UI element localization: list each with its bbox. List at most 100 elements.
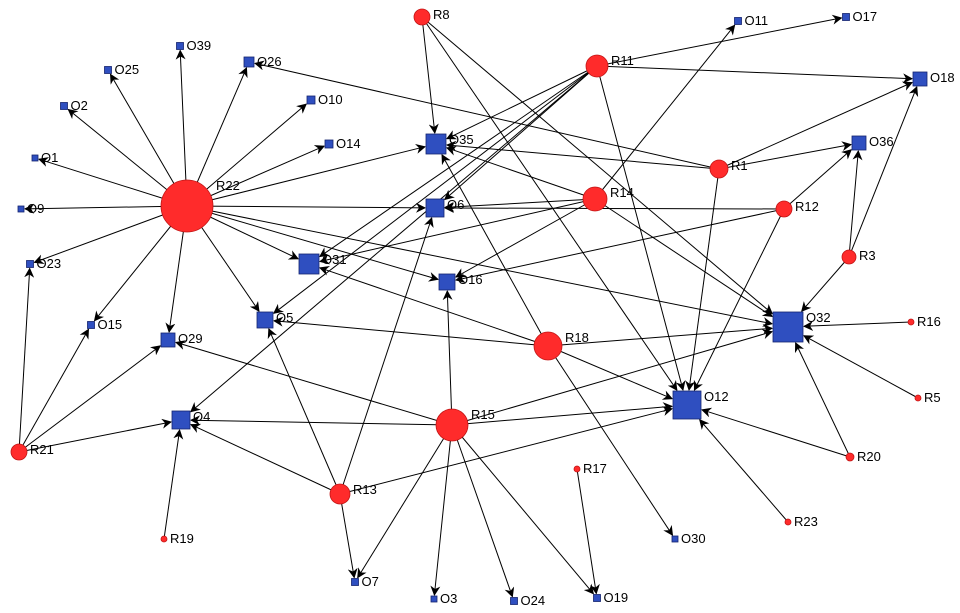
node-r20[interactable] [845, 452, 855, 462]
node-r8[interactable] [413, 8, 431, 26]
edge-r14-to-o16 [455, 198, 596, 278]
edge-r8-to-o12 [421, 16, 678, 392]
node-label-o32: O32 [806, 310, 831, 325]
edge-r15-to-o24 [451, 424, 515, 598]
node-label-o2: O2 [71, 98, 88, 113]
edge-r12-to-o16 [455, 208, 785, 284]
node-label-r11: R11 [611, 53, 634, 68]
node-label-o3: O3 [440, 591, 457, 606]
node-r19[interactable] [160, 535, 168, 543]
node-o32[interactable] [772, 311, 804, 343]
node-label-o5: O5 [276, 310, 293, 325]
node-o35[interactable] [425, 133, 447, 155]
node-o29[interactable] [160, 332, 176, 348]
node-label-o11: O11 [745, 13, 769, 28]
node-o24[interactable] [510, 597, 518, 605]
edge-r18-to-o32 [547, 324, 773, 347]
edge-r1-to-o18 [718, 81, 914, 170]
node-r22[interactable] [160, 179, 214, 233]
node-r15[interactable] [435, 408, 469, 442]
node-o7[interactable] [351, 578, 359, 586]
edge-r19-to-o4 [163, 429, 184, 540]
edge-r12-to-o36 [783, 149, 852, 210]
edge-r1-to-o35 [446, 140, 720, 170]
edge-r3-to-o36 [848, 150, 863, 258]
edge-r16-to-o32 [803, 320, 912, 331]
edge-r15-to-o4 [190, 415, 453, 426]
node-o26[interactable] [243, 56, 255, 68]
node-o25[interactable] [104, 66, 112, 74]
node-label-o7: O7 [362, 574, 379, 589]
node-o18[interactable] [912, 71, 928, 87]
node-label-o23: O23 [37, 256, 62, 271]
edge-r22-to-o16 [186, 205, 439, 282]
node-o12[interactable] [672, 390, 702, 420]
node-r1[interactable] [709, 159, 729, 179]
edge-r15-to-o3 [430, 424, 453, 596]
node-label-o18: O18 [930, 70, 955, 85]
edge-r1-to-o36 [718, 141, 852, 170]
node-r18[interactable] [533, 331, 563, 361]
edge-r3-to-o18 [848, 85, 919, 258]
edge-r1-to-o26 [254, 60, 720, 170]
node-label-r20: R20 [857, 449, 881, 464]
node-o3[interactable] [430, 595, 438, 603]
edge-r15-to-o32 [451, 329, 773, 426]
node-r13[interactable] [329, 483, 351, 505]
node-label-o26: O26 [257, 54, 282, 69]
node-o1[interactable] [31, 154, 39, 162]
node-o6[interactable] [425, 198, 445, 218]
node-r16[interactable] [907, 318, 915, 326]
node-o30[interactable] [671, 535, 679, 543]
edge-r13-to-o7 [339, 493, 358, 579]
node-o4[interactable] [171, 410, 191, 430]
node-r14[interactable] [582, 186, 608, 212]
edge-r12-to-o6 [444, 203, 785, 214]
node-label-o17: O17 [853, 9, 878, 24]
edge-r8-to-o35 [421, 16, 439, 134]
node-layer: R8 R11 R22 R1 R14 R12 R3 R16 R18 R5 R15 R20 R21 R17 R1… [10, 7, 955, 608]
edge-r13-to-o4 [189, 423, 341, 495]
node-r21[interactable] [10, 443, 28, 461]
node-r11[interactable] [585, 54, 609, 78]
edge-r1-to-o12 [685, 168, 720, 391]
node-label-r14: R14 [610, 185, 634, 200]
edge-r23-to-o12 [699, 419, 789, 523]
edge-r22-to-o9 [24, 203, 188, 214]
node-label-r13: R13 [353, 482, 377, 497]
node-label-o16: O16 [458, 272, 483, 287]
edge-r13-to-o5 [267, 327, 341, 495]
node-label-o19: O19 [604, 590, 629, 605]
node-o14[interactable] [324, 139, 334, 149]
node-r3[interactable] [841, 249, 857, 265]
edge-r21-to-o4 [18, 418, 172, 453]
node-o9[interactable] [17, 205, 25, 213]
edge-r22-to-o32 [186, 205, 773, 327]
node-r23[interactable] [784, 518, 792, 526]
node-r5[interactable] [914, 394, 922, 402]
edge-r15-to-o12 [451, 402, 673, 426]
node-o16[interactable] [438, 273, 456, 291]
node-o36[interactable] [851, 135, 867, 151]
node-o19[interactable] [593, 594, 601, 602]
node-label-r21: R21 [30, 442, 54, 457]
edge-r3-to-o32 [801, 256, 850, 312]
node-r12[interactable] [775, 200, 793, 218]
node-o39[interactable] [176, 42, 184, 50]
node-r17[interactable] [573, 465, 581, 473]
node-o10[interactable] [306, 95, 316, 105]
node-o31[interactable] [298, 253, 320, 275]
node-o15[interactable] [87, 321, 95, 329]
node-label-r3: R3 [859, 248, 876, 263]
node-o2[interactable] [60, 102, 68, 110]
node-label-r8: R8 [433, 7, 450, 22]
edge-r14-to-o32 [594, 198, 774, 318]
edge-r11-to-o17 [596, 14, 843, 67]
edge-r8-to-o32 [421, 16, 773, 315]
node-o11[interactable] [734, 17, 742, 25]
node-label-o24: O24 [521, 593, 546, 608]
node-o23[interactable] [26, 260, 34, 268]
node-o17[interactable] [842, 13, 850, 21]
edge-r21-to-o15 [18, 328, 89, 453]
node-o5[interactable] [256, 311, 274, 329]
